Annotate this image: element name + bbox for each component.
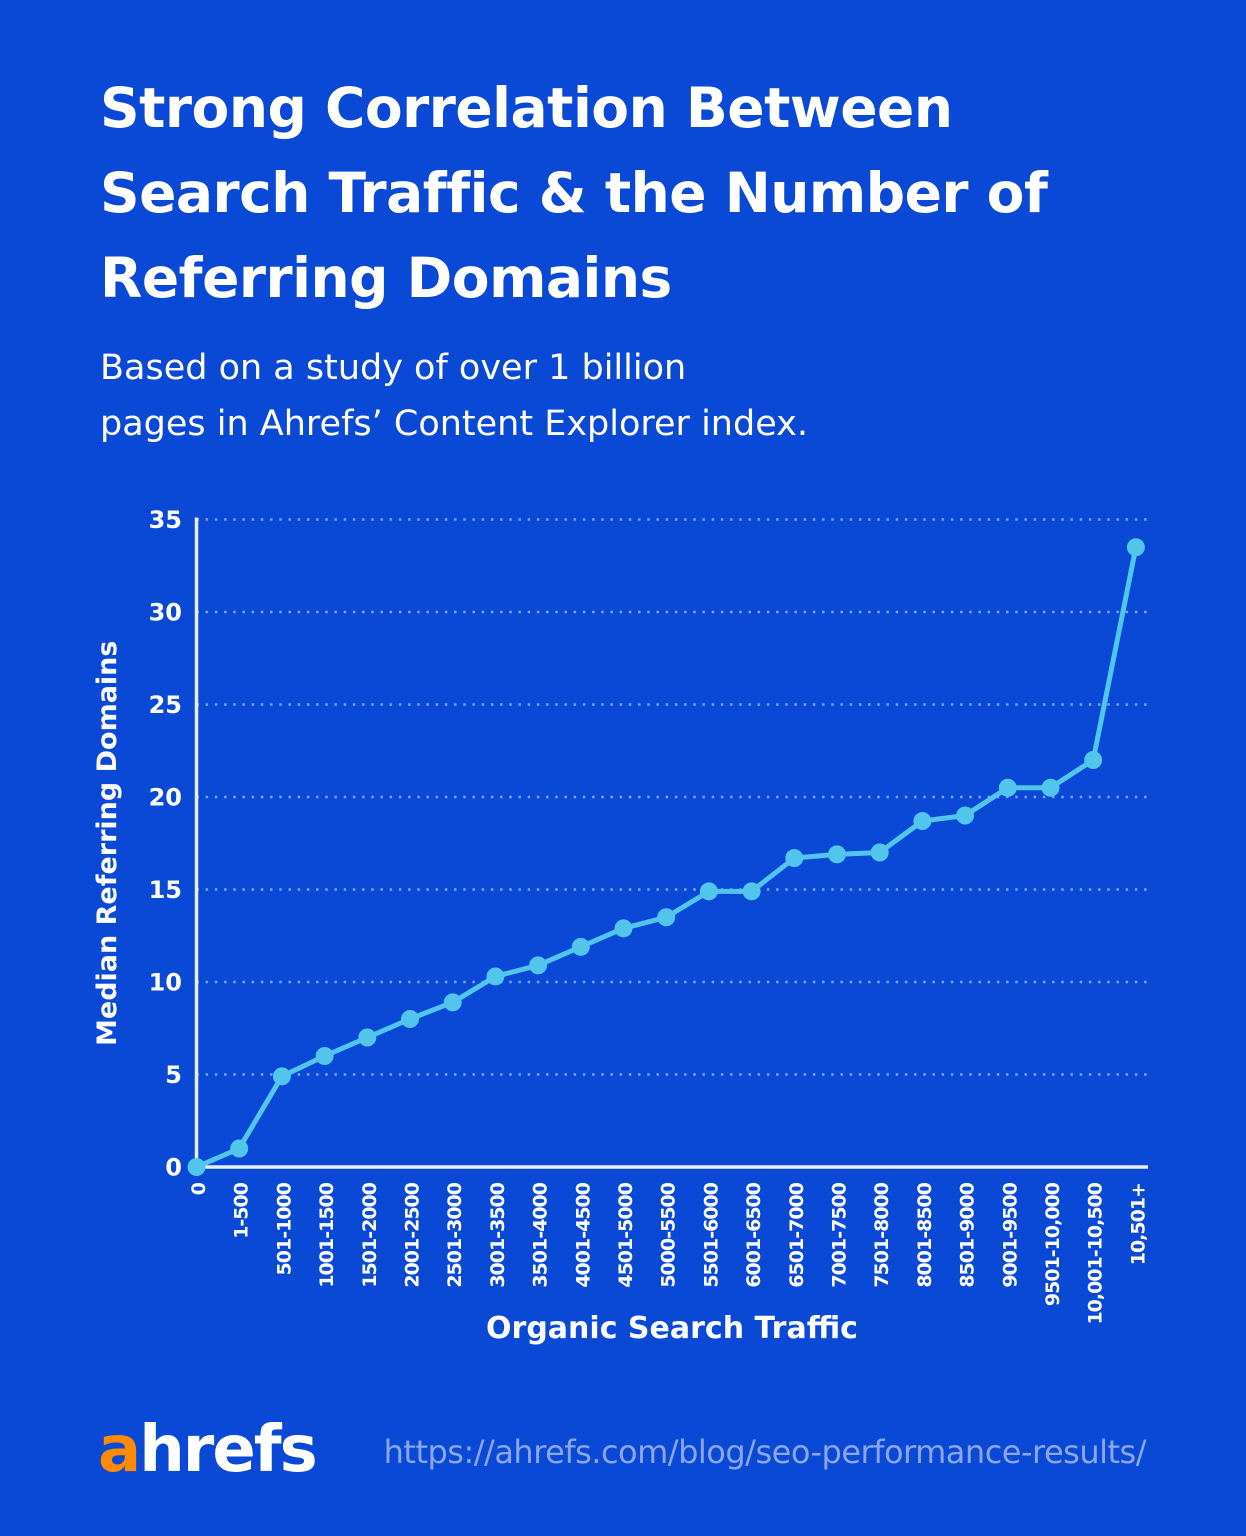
x-tick-label-16: 7501-8000: [871, 1182, 893, 1287]
x-tick-label-11: 5000-5500: [658, 1182, 680, 1287]
x-tick-label-13: 6001-6500: [743, 1182, 765, 1287]
x-tick-label-19: 9001-9500: [999, 1182, 1021, 1287]
x-tick-label-18: 8501-9000: [957, 1182, 979, 1287]
data-point-7: [486, 967, 505, 986]
ahrefs-logo-a: a: [98, 1413, 141, 1487]
data-point-12: [699, 882, 718, 901]
y-tick-label-0: 0: [165, 1154, 182, 1182]
x-tick-label-7: 3001-3500: [487, 1182, 509, 1287]
y-tick-label-35: 35: [149, 506, 182, 534]
data-point-22: [1126, 538, 1145, 557]
x-tick-label-14: 6501-7000: [786, 1182, 808, 1287]
data-point-11: [657, 908, 676, 927]
subtitle-line-2: pages in Ahrefs’ Content Explorer index.: [100, 404, 808, 444]
x-tick-label-8: 3501-4000: [530, 1182, 552, 1287]
footer: ahrefs https://ahrefs.com/blog/seo-perfo…: [0, 1405, 1246, 1495]
data-point-9: [571, 937, 590, 956]
y-tick-label-30: 30: [149, 599, 182, 627]
x-tick-label-10: 4501-5000: [615, 1182, 637, 1287]
x-tick-label-15: 7001-7500: [829, 1182, 851, 1287]
x-tick-label-9: 4001-4500: [572, 1182, 594, 1287]
title-line-2: Search Traffic & the Number of: [100, 161, 1048, 225]
x-tick-label-3: 1001-1500: [316, 1182, 338, 1287]
data-point-10: [614, 919, 633, 938]
chart-canvas: 0 5 10 15 20 25 30 35 0 1-500 501-1000 1001-1500 150…: [92, 506, 1149, 1346]
x-axis-title: Organic Search Traffic: [486, 1311, 858, 1346]
data-point-6: [443, 993, 462, 1012]
y-axis-title: Median Referring Domains: [92, 641, 123, 1046]
data-point-14: [785, 849, 804, 868]
page-subtitle: Based on a study of over 1 billion pages…: [100, 340, 808, 452]
data-point-13: [742, 882, 761, 901]
x-tick-label-17: 8001-8500: [914, 1182, 936, 1287]
data-point-1: [230, 1139, 249, 1158]
source-url: https://ahrefs.com/blog/seo-performance-…: [383, 1433, 1147, 1471]
page-title: Strong Correlation Between Search Traffi…: [100, 66, 1048, 321]
x-tick-label-20: 9501-10,000: [1042, 1182, 1064, 1306]
x-tick-label-0: 0: [188, 1182, 210, 1195]
data-point-19: [998, 778, 1017, 797]
line-chart: 0 5 10 15 20 25 30 35 0 1-500 501-1000 1001-1500 150…: [0, 480, 1246, 1380]
x-tick-label-12: 5501-6000: [700, 1182, 722, 1287]
data-point-16: [870, 843, 889, 862]
data-point-17: [913, 812, 932, 831]
title-line-3: Referring Domains: [100, 246, 672, 310]
data-point-0: [187, 1158, 206, 1176]
subtitle-line-1: Based on a study of over 1 billion: [100, 348, 687, 388]
y-tick-label-25: 25: [149, 691, 182, 719]
data-point-18: [956, 806, 975, 825]
ahrefs-logo: ahrefs: [98, 1413, 318, 1487]
y-tick-label-15: 15: [149, 876, 182, 904]
x-tick-label-4: 1501-2000: [359, 1182, 381, 1287]
y-tick-label-20: 20: [149, 784, 182, 812]
ahrefs-logo-hrefs: hrefs: [139, 1413, 317, 1487]
data-point-8: [529, 956, 548, 975]
x-tick-label-1: 1-500: [231, 1182, 253, 1239]
data-point-5: [401, 1010, 419, 1028]
data-point-21: [1084, 751, 1103, 769]
x-tick-label-5: 2001-2500: [402, 1182, 424, 1287]
data-point-20: [1041, 778, 1060, 797]
data-point-15: [828, 845, 846, 864]
axes: [194, 517, 1148, 1169]
x-tick-label-22: 10,501+: [1127, 1183, 1149, 1265]
y-tick-label-10: 10: [149, 969, 182, 997]
data-point-3: [315, 1047, 334, 1065]
data-point-2: [272, 1067, 291, 1086]
x-tick-label-2: 501-1000: [273, 1182, 295, 1275]
data-point-4: [358, 1028, 377, 1047]
y-tick-label-5: 5: [165, 1061, 182, 1089]
title-line-1: Strong Correlation Between: [100, 76, 953, 140]
x-tick-label-6: 2501-3000: [444, 1182, 466, 1287]
x-tick-label-21: 10,001-10,500: [1085, 1182, 1107, 1324]
